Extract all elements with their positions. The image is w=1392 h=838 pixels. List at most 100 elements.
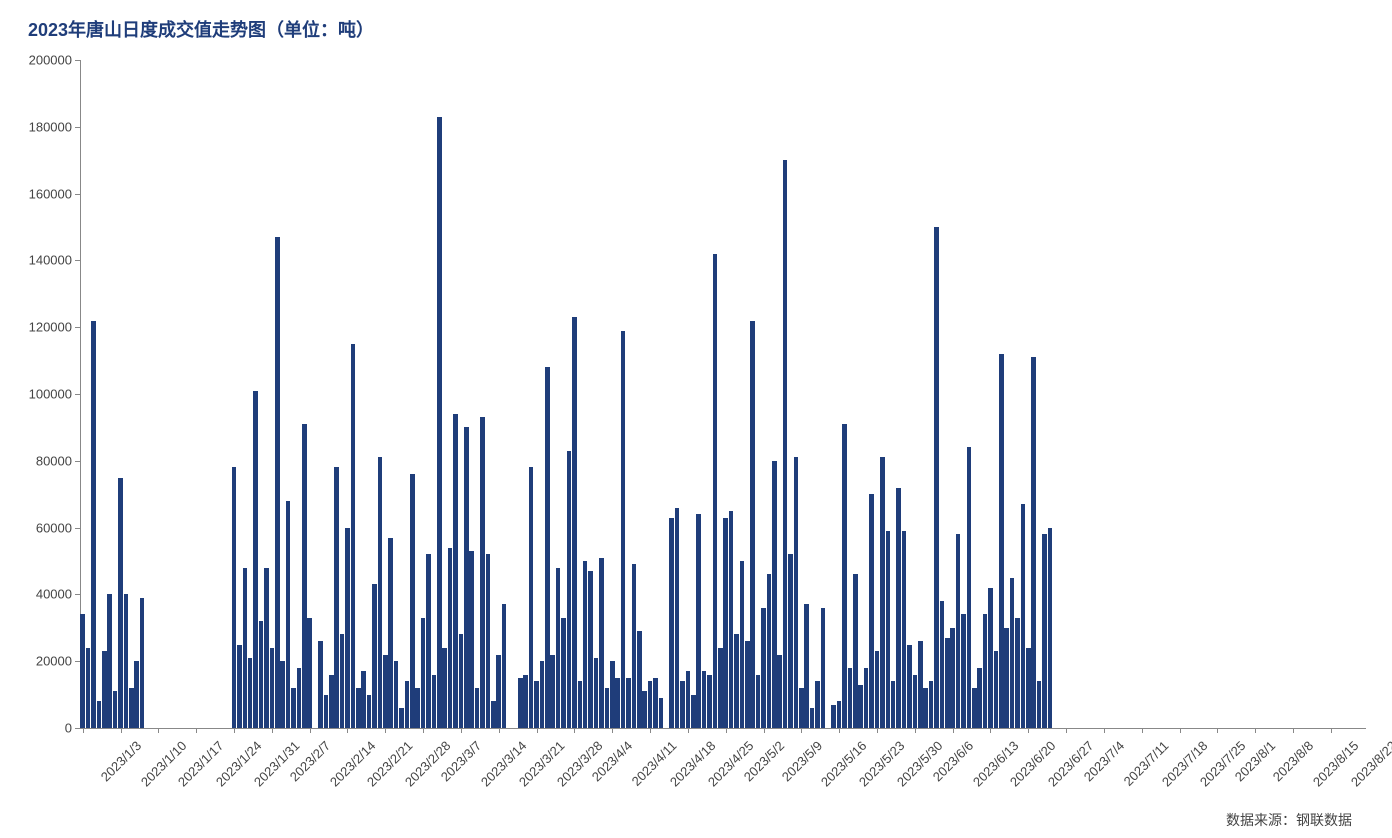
y-tick-mark <box>75 661 80 662</box>
data-source: 数据来源：钢联数据 <box>1226 810 1352 830</box>
x-axis-line <box>80 728 1366 729</box>
bar <box>637 631 642 728</box>
bar <box>675 508 680 728</box>
bar <box>567 451 572 728</box>
x-tick-mark <box>1180 728 1181 733</box>
x-tick-mark <box>158 728 159 733</box>
x-tick-mark <box>121 728 122 733</box>
bar <box>831 705 836 728</box>
bar <box>405 681 410 728</box>
bar <box>718 648 723 728</box>
bar <box>1031 357 1036 728</box>
bar <box>669 518 674 728</box>
bar <box>788 554 793 728</box>
bar <box>615 678 620 728</box>
y-tick-label: 120000 <box>10 320 72 335</box>
bar <box>707 675 712 728</box>
bar <box>610 661 615 728</box>
bar <box>464 427 469 728</box>
bar <box>896 488 901 728</box>
bar <box>848 668 853 728</box>
bar <box>702 671 707 728</box>
bar <box>518 678 523 728</box>
x-tick-mark <box>347 728 348 733</box>
bar <box>686 671 691 728</box>
bar <box>529 467 534 728</box>
bar <box>302 424 307 728</box>
bar <box>1010 578 1015 728</box>
bar <box>983 614 988 728</box>
bar <box>102 651 107 728</box>
bar <box>383 655 388 728</box>
bar <box>961 614 966 728</box>
x-tick-mark <box>499 728 500 733</box>
y-tick-mark <box>75 194 80 195</box>
bar <box>659 698 664 728</box>
y-tick-mark <box>75 528 80 529</box>
bar <box>324 695 329 728</box>
bar <box>318 641 323 728</box>
bar <box>821 608 826 728</box>
bar <box>502 604 507 728</box>
bar <box>994 651 999 728</box>
bar <box>259 621 264 728</box>
bar <box>1026 648 1031 728</box>
bar <box>842 424 847 728</box>
bar <box>243 568 248 728</box>
x-tick-mark <box>688 728 689 733</box>
x-tick-mark <box>990 728 991 733</box>
bar <box>761 608 766 728</box>
bar <box>1048 528 1053 728</box>
bar <box>372 584 377 728</box>
bar <box>118 478 123 729</box>
bar <box>340 634 345 728</box>
bar <box>713 254 718 728</box>
bar <box>745 641 750 728</box>
bar <box>594 658 599 728</box>
bar <box>837 701 842 728</box>
bar <box>794 457 799 728</box>
bar <box>653 678 658 728</box>
x-tick-mark <box>1142 728 1143 733</box>
bar <box>605 688 610 728</box>
y-tick-label: 160000 <box>10 186 72 201</box>
bar <box>237 645 242 729</box>
x-tick-mark <box>612 728 613 733</box>
bar <box>799 688 804 728</box>
bar <box>140 598 145 728</box>
x-tick-mark <box>1255 728 1256 733</box>
bar <box>334 467 339 728</box>
bar <box>80 614 85 728</box>
bar <box>642 691 647 728</box>
bar <box>459 634 464 728</box>
bar <box>124 594 129 728</box>
x-tick-mark <box>385 728 386 733</box>
bar <box>134 661 139 728</box>
bar <box>432 675 437 728</box>
bar <box>988 588 993 728</box>
bar <box>740 561 745 728</box>
bar <box>248 658 253 728</box>
y-tick-label: 200000 <box>10 53 72 68</box>
x-tick-mark <box>83 728 84 733</box>
bar <box>648 681 653 728</box>
bar <box>918 641 923 728</box>
y-tick-mark <box>75 260 80 261</box>
bar <box>907 645 912 729</box>
bar <box>583 561 588 728</box>
bar <box>469 551 474 728</box>
bar <box>810 708 815 728</box>
bar <box>572 317 577 728</box>
x-tick-label: 2023/1/3 <box>98 738 144 784</box>
x-tick-mark <box>234 728 235 733</box>
bar <box>626 678 631 728</box>
x-tick-mark <box>1293 728 1294 733</box>
bar <box>599 558 604 728</box>
bar <box>307 618 312 728</box>
bar <box>940 601 945 728</box>
y-tick-label: 20000 <box>10 654 72 669</box>
bar <box>913 675 918 728</box>
x-tick-mark <box>650 728 651 733</box>
bar <box>475 688 480 728</box>
y-tick-mark <box>75 60 80 61</box>
